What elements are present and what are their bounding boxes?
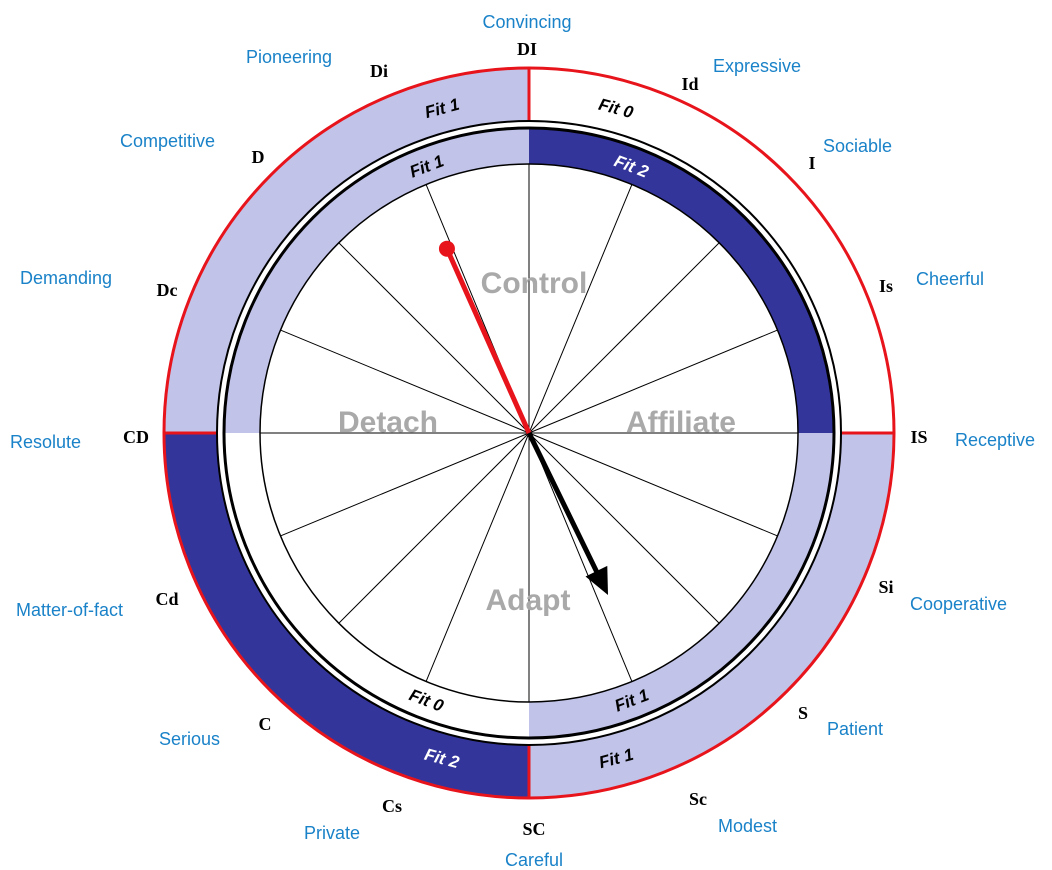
black-pointer-arrowhead — [585, 565, 609, 595]
style-code-label: Cd — [155, 589, 178, 609]
spoke-line — [528, 432, 633, 682]
style-name-label: Private — [304, 823, 360, 843]
style-code-label: S — [798, 703, 808, 723]
style-code-label: I — [808, 153, 815, 173]
style-name-label: Receptive — [955, 430, 1035, 450]
quadrant-label-control: Control — [481, 267, 588, 300]
outer-ring-segment — [164, 433, 529, 798]
outer-ring-segment — [529, 433, 894, 798]
style-code-label: Is — [879, 276, 893, 296]
spoke-line — [280, 329, 530, 434]
style-code-label: IS — [910, 427, 927, 447]
spoke-line — [528, 432, 720, 624]
style-code-label: Cs — [382, 796, 402, 816]
style-code-label: Sc — [689, 789, 707, 809]
style-name-label: Cheerful — [916, 269, 984, 289]
quadrant-labels: Control Affiliate Detach Adapt — [338, 267, 736, 617]
style-code-label: SC — [522, 819, 545, 839]
spoke-line — [528, 242, 720, 434]
inner-ring-segment — [224, 128, 529, 433]
quadrant-label-detach: Detach — [338, 406, 438, 439]
style-name-label: Modest — [718, 816, 777, 836]
inner-ring-outer-border — [222, 126, 836, 740]
red-pointer-line — [444, 246, 532, 436]
style-code-label: DI — [517, 39, 537, 59]
inner-ring-segment — [224, 433, 529, 738]
style-name-label: Patient — [827, 719, 883, 739]
style-name-label: Cooperative — [910, 594, 1007, 614]
style-name-label: Expressive — [713, 56, 801, 76]
style-name-label: Demanding — [20, 268, 112, 288]
spoke-line — [425, 432, 530, 682]
style-name-label: Pioneering — [246, 47, 332, 67]
outer-ring-segment — [529, 68, 894, 433]
style-code-label: Si — [878, 577, 893, 597]
style-code-label: Di — [370, 61, 388, 81]
style-name-label: Sociable — [823, 136, 892, 156]
quadrant-label-affiliate: Affiliate — [626, 406, 736, 439]
style-labels: DI Convincing Id Expressive I Sociable Is Cheer… — [10, 12, 1035, 870]
style-code-label: Id — [681, 74, 698, 94]
style-name-label: Careful — [505, 850, 563, 870]
style-code-label: Dc — [157, 280, 178, 300]
style-name-label: Matter-of-fact — [16, 600, 123, 620]
spoke-line — [338, 432, 530, 624]
spoke-line — [338, 242, 530, 434]
red-pointer-head — [438, 240, 455, 257]
spoke-line — [528, 184, 633, 434]
style-code-label: C — [259, 714, 272, 734]
outer-ring-segment — [164, 68, 529, 433]
spoke-line — [280, 432, 530, 537]
style-name-label: Competitive — [120, 131, 215, 151]
pointers — [438, 240, 609, 595]
outer-ring — [162, 66, 896, 800]
black-pointer-line — [526, 431, 603, 580]
inner-ring-segment — [529, 433, 834, 738]
style-code-label: D — [252, 147, 265, 167]
spoke-line — [528, 329, 778, 434]
quadrant-label-adapt: Adapt — [486, 584, 571, 617]
style-name-label: Resolute — [10, 432, 81, 452]
inner-ring-segment — [529, 128, 834, 433]
spoke-line — [528, 432, 778, 537]
spokes — [260, 164, 798, 702]
style-name-label: Serious — [159, 729, 220, 749]
style-code-label: CD — [123, 427, 149, 447]
style-name-label: Convincing — [482, 12, 571, 32]
